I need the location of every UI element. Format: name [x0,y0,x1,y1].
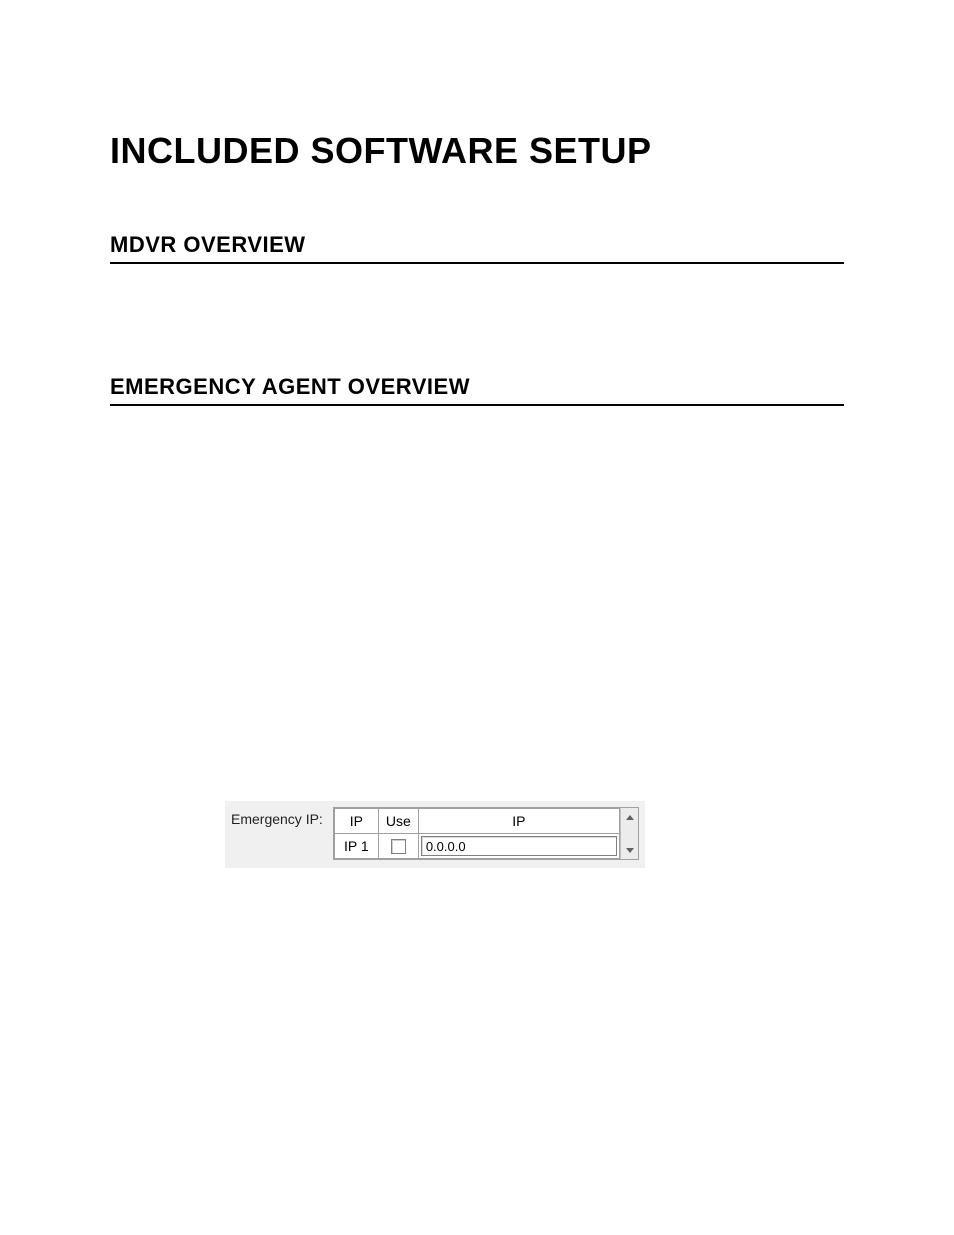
ip-address-input[interactable] [421,836,617,856]
cell-ip-value [418,834,619,859]
chevron-up-icon [626,815,634,820]
emergency-ip-table: IP Use IP IP 1 [334,808,620,859]
section-heading-mdvr: MDVR OVERVIEW [110,232,844,264]
column-header-ip-value: IP [418,809,619,834]
page-title: INCLUDED SOFTWARE SETUP [110,130,844,172]
emergency-ip-table-container: IP Use IP IP 1 [333,807,639,860]
page-root: INCLUDED SOFTWARE SETUP MDVR OVERVIEW EM… [0,0,954,868]
use-checkbox[interactable] [391,839,406,854]
emergency-ip-panel: Emergency IP: IP Use IP IP 1 [225,801,645,868]
table-row: IP 1 [334,834,619,859]
scroll-up-button[interactable] [621,808,638,826]
scroll-down-button[interactable] [621,841,638,859]
section-heading-emergency-agent: EMERGENCY AGENT OVERVIEW [110,374,844,406]
table-scrollbar[interactable] [620,808,638,859]
emergency-ip-label: Emergency IP: [231,807,333,827]
column-header-use: Use [378,809,418,834]
table-header-row: IP Use IP [334,809,619,834]
cell-ip-number: IP 1 [334,834,378,859]
chevron-down-icon [626,848,634,853]
column-header-ip-number: IP [334,809,378,834]
cell-use [378,834,418,859]
